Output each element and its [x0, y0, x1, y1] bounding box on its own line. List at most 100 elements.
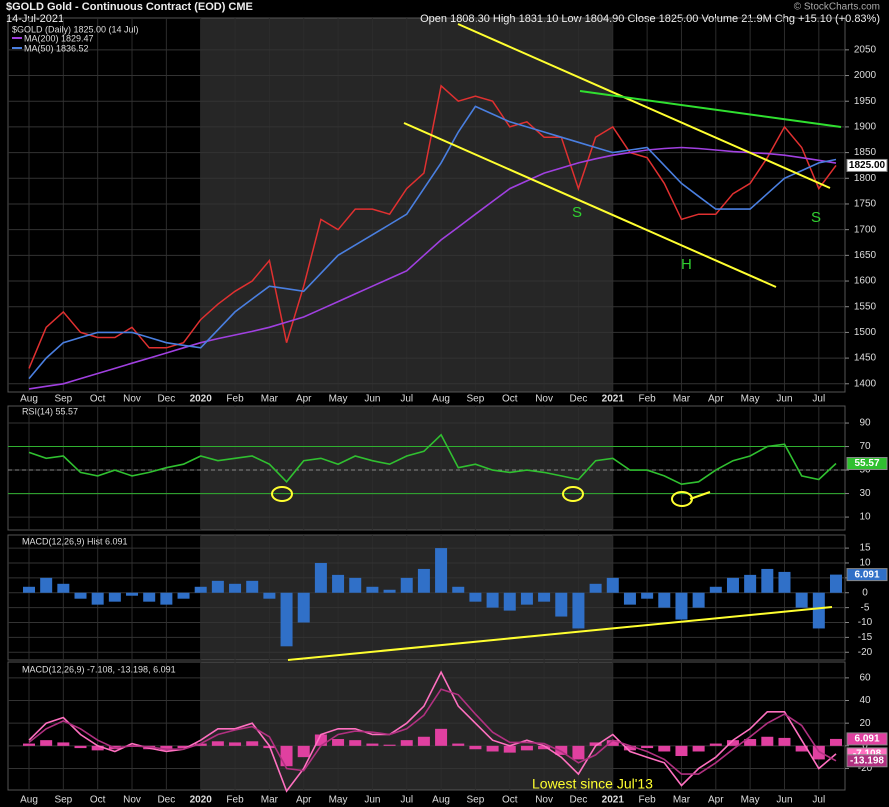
x-tick-label: 2020: [190, 795, 213, 806]
bar: [761, 736, 774, 746]
y-tick-label: 60: [859, 672, 871, 683]
series-line: [28, 688, 837, 775]
bar: [229, 583, 242, 593]
chart-title: $GOLD Gold - Continuous Contract (EOD) C…: [6, 1, 253, 13]
x-tick-label: May: [329, 795, 348, 806]
bar: [57, 742, 70, 746]
annotation: S: [572, 204, 582, 221]
bar: [538, 592, 551, 602]
end-label: -13.198: [850, 755, 884, 766]
x-tick-label: Dec: [157, 795, 175, 806]
bar: [555, 745, 568, 755]
bar: [314, 562, 327, 593]
y-tick-label: -20: [858, 763, 873, 774]
rsi-frame: [7, 405, 846, 531]
bar: [435, 728, 448, 746]
x-tick-label: Apr: [708, 394, 724, 405]
bar: [23, 743, 35, 746]
bar: [538, 745, 551, 750]
series-line: [28, 146, 837, 390]
bar: [383, 744, 396, 746]
bar: [469, 745, 482, 750]
bar: [744, 574, 757, 593]
bar: [675, 745, 688, 757]
legend-entry: MA(200) 1829.47: [24, 33, 94, 43]
bar: [709, 586, 722, 593]
y-tick-label: 1550: [854, 301, 877, 312]
y-tick-label: -5: [861, 602, 870, 613]
bar: [74, 592, 87, 599]
bar: [503, 592, 516, 611]
x-tick-label: Jul: [812, 795, 825, 806]
bar: [589, 583, 602, 593]
x-tick-label: Jul: [400, 795, 413, 806]
annotation: S: [811, 209, 821, 226]
bar: [177, 745, 190, 749]
end-label-box: [846, 754, 888, 768]
bar: [126, 592, 139, 596]
bar: [486, 745, 499, 752]
x-tick-label: Aug: [20, 795, 38, 806]
bar: [572, 592, 585, 629]
x-tick-label: Oct: [90, 394, 106, 405]
end-label-box: [846, 457, 888, 471]
bar: [623, 592, 636, 605]
macd-hist-frame: [7, 534, 846, 661]
bar: [400, 740, 413, 746]
x-tick-label: Mar: [673, 795, 691, 806]
bar: [40, 577, 53, 593]
trend-line: [287, 606, 833, 661]
panel-frames: [7, 17, 846, 791]
x-tick-label: Dec: [570, 795, 588, 806]
y-tick-label: 1600: [854, 276, 877, 287]
x-tick-label: Apr: [296, 795, 312, 806]
quote: Open 1808.30 High 1831.10 Low 1804.90 Cl…: [420, 13, 880, 25]
bar: [675, 592, 688, 620]
bar: [520, 592, 533, 605]
x-tick-label: Jun: [776, 394, 792, 405]
bar: [229, 742, 242, 746]
bar: [761, 568, 774, 593]
bar: [91, 745, 104, 751]
legend-entry: MACD(12,26,9) -7.108, -13.198, 6.091: [22, 664, 176, 674]
neckline: [579, 90, 842, 128]
x-tick-label: Jun: [364, 394, 380, 405]
bar: [829, 738, 842, 746]
trend-line: [403, 122, 777, 288]
end-label: 55.57: [854, 458, 879, 469]
bar: [160, 592, 173, 605]
x-tick-label: Mar: [673, 394, 691, 405]
bar: [778, 571, 791, 593]
bar: [812, 592, 825, 629]
bar: [486, 592, 499, 608]
series-line: [28, 433, 837, 486]
y-tick-label: 90: [859, 418, 871, 429]
y-tick-label: 15: [859, 543, 871, 554]
y-tick-label: 10: [859, 512, 871, 523]
bar: [692, 592, 705, 608]
bar: [417, 736, 430, 746]
end-label: -7.108: [853, 749, 882, 760]
bar: [469, 592, 482, 602]
series-line: [28, 670, 837, 793]
bar: [332, 574, 345, 593]
bar: [23, 586, 35, 593]
y-tick-label: 1400: [854, 378, 877, 389]
y-tick-label: 1950: [854, 96, 877, 107]
x-tick-label: 2020: [190, 394, 213, 405]
y-tick-label: -20: [858, 647, 873, 658]
end-label-box: [846, 732, 888, 746]
bar: [297, 745, 310, 758]
annotation: Lowest since Jul'13: [532, 776, 653, 792]
y-tick-label: 20: [859, 718, 871, 729]
series-line: [28, 84, 837, 369]
bar: [417, 568, 430, 593]
bar: [211, 580, 224, 593]
date: 14-Jul-2021: [6, 13, 64, 25]
x-tick-label: Feb: [639, 394, 657, 405]
x-tick-label: Dec: [570, 394, 588, 405]
x-tick-label: Aug: [432, 795, 450, 806]
x-tick-label: May: [741, 394, 760, 405]
x-tick-label: Jun: [364, 795, 380, 806]
